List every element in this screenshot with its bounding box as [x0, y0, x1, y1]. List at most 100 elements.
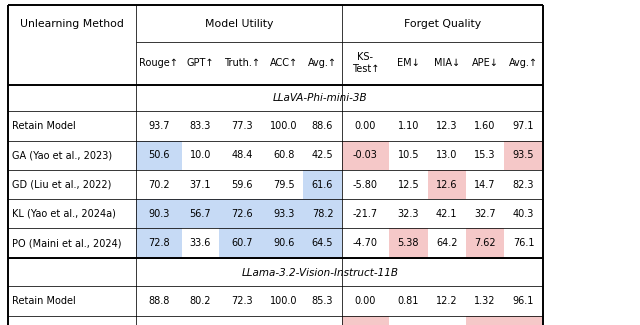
Text: 32.3: 32.3: [397, 209, 419, 219]
Bar: [504, 316, 543, 325]
Text: 12.3: 12.3: [436, 121, 458, 131]
Text: 85.3: 85.3: [312, 296, 333, 306]
Text: 77.3: 77.3: [231, 121, 253, 131]
Text: KS-
Test↑: KS- Test↑: [352, 52, 379, 73]
Text: 97.1: 97.1: [513, 121, 534, 131]
Bar: [428, 170, 466, 199]
Text: 80.2: 80.2: [189, 296, 211, 306]
Bar: [466, 316, 504, 325]
Bar: [182, 199, 219, 228]
Text: 13.0: 13.0: [436, 150, 458, 160]
Bar: [389, 228, 428, 258]
Text: 78.2: 78.2: [312, 209, 333, 219]
Bar: [219, 228, 265, 258]
Text: 0.81: 0.81: [397, 296, 419, 306]
Text: Rouge↑: Rouge↑: [140, 58, 178, 68]
Text: ACC↑: ACC↑: [270, 58, 298, 68]
Text: 59.6: 59.6: [231, 180, 253, 189]
Text: 79.5: 79.5: [273, 180, 295, 189]
Text: 10.5: 10.5: [397, 150, 419, 160]
Bar: [265, 228, 303, 258]
Text: 76.1: 76.1: [513, 238, 534, 248]
Text: Retain Model: Retain Model: [12, 296, 76, 306]
Text: Truth.↑: Truth.↑: [224, 58, 260, 68]
Text: Unlearning Method: Unlearning Method: [20, 19, 124, 29]
Bar: [303, 199, 342, 228]
Text: 32.7: 32.7: [474, 209, 496, 219]
Text: 42.1: 42.1: [436, 209, 458, 219]
Bar: [303, 170, 342, 199]
Text: 0.00: 0.00: [355, 296, 376, 306]
Text: LLaVA-Phi-mini-3B: LLaVA-Phi-mini-3B: [273, 94, 367, 103]
Text: 64.2: 64.2: [436, 238, 458, 248]
Text: 83.3: 83.3: [189, 121, 211, 131]
Text: LLama-3.2-Vision-Instruct-11B: LLama-3.2-Vision-Instruct-11B: [241, 268, 399, 278]
Text: 12.5: 12.5: [397, 180, 419, 189]
Text: 7.62: 7.62: [474, 238, 496, 248]
Text: 72.8: 72.8: [148, 238, 170, 248]
Bar: [136, 199, 182, 228]
Text: 60.7: 60.7: [231, 238, 253, 248]
Text: APE↓: APE↓: [472, 58, 499, 68]
Text: 72.6: 72.6: [231, 209, 253, 219]
Text: 12.6: 12.6: [436, 180, 458, 189]
Text: 100.0: 100.0: [271, 121, 298, 131]
Text: 93.5: 93.5: [513, 150, 534, 160]
Text: 88.6: 88.6: [312, 121, 333, 131]
Text: 14.7: 14.7: [474, 180, 496, 189]
Text: 50.6: 50.6: [148, 150, 170, 160]
Bar: [265, 199, 303, 228]
Bar: [504, 141, 543, 170]
Text: GD (Liu et al., 2022): GD (Liu et al., 2022): [12, 180, 111, 189]
Text: 0.00: 0.00: [355, 121, 376, 131]
Text: -0.03: -0.03: [353, 150, 378, 160]
Text: Avg.↑: Avg.↑: [509, 58, 538, 68]
Bar: [136, 228, 182, 258]
Text: 61.6: 61.6: [312, 180, 333, 189]
Text: GPT↑: GPT↑: [187, 58, 214, 68]
Text: PO (Maini et al., 2024): PO (Maini et al., 2024): [12, 238, 121, 248]
Text: GA (Yao et al., 2023): GA (Yao et al., 2023): [12, 150, 111, 160]
Text: 40.3: 40.3: [513, 209, 534, 219]
Text: Avg.↑: Avg.↑: [308, 58, 337, 68]
Text: 1.32: 1.32: [474, 296, 496, 306]
Text: 37.1: 37.1: [189, 180, 211, 189]
Text: -4.70: -4.70: [353, 238, 378, 248]
Text: 12.2: 12.2: [436, 296, 458, 306]
Text: MIA↓: MIA↓: [434, 58, 460, 68]
Text: Retain Model: Retain Model: [12, 121, 76, 131]
Text: 72.3: 72.3: [231, 296, 253, 306]
Text: Model Utility: Model Utility: [205, 19, 273, 29]
Bar: [342, 316, 389, 325]
Bar: [466, 228, 504, 258]
Text: 10.0: 10.0: [189, 150, 211, 160]
Text: 1.60: 1.60: [474, 121, 496, 131]
Text: 1.10: 1.10: [397, 121, 419, 131]
Bar: [342, 141, 389, 170]
Text: 90.6: 90.6: [273, 238, 295, 248]
Text: 93.3: 93.3: [273, 209, 295, 219]
Text: 33.6: 33.6: [189, 238, 211, 248]
Text: 100.0: 100.0: [271, 296, 298, 306]
Text: 90.3: 90.3: [148, 209, 170, 219]
Text: 56.7: 56.7: [189, 209, 211, 219]
Text: 42.5: 42.5: [312, 150, 333, 160]
Text: -21.7: -21.7: [353, 209, 378, 219]
Text: 96.1: 96.1: [513, 296, 534, 306]
Text: 64.5: 64.5: [312, 238, 333, 248]
Text: 82.3: 82.3: [513, 180, 534, 189]
Text: 60.8: 60.8: [273, 150, 295, 160]
Bar: [219, 199, 265, 228]
Text: 93.7: 93.7: [148, 121, 170, 131]
Text: KL (Yao et al., 2024a): KL (Yao et al., 2024a): [12, 209, 115, 219]
Text: 88.8: 88.8: [148, 296, 170, 306]
Text: 48.4: 48.4: [231, 150, 253, 160]
Text: EM↓: EM↓: [397, 58, 420, 68]
Text: 15.3: 15.3: [474, 150, 496, 160]
Text: 70.2: 70.2: [148, 180, 170, 189]
Text: Forget Quality: Forget Quality: [404, 19, 481, 29]
Bar: [136, 141, 182, 170]
Text: 5.38: 5.38: [397, 238, 419, 248]
Bar: [303, 228, 342, 258]
Text: -5.80: -5.80: [353, 180, 378, 189]
